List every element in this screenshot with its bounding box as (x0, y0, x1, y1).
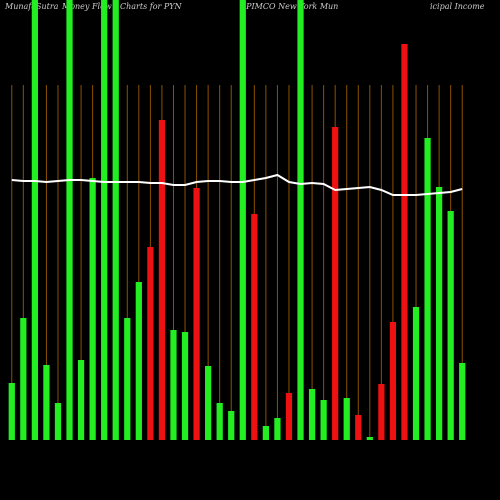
bar (412, 307, 420, 440)
chart-title: (PIMCO New York Mun (243, 2, 338, 11)
bar (447, 211, 454, 440)
bar (8, 383, 15, 440)
bar (274, 418, 281, 440)
bar (239, 0, 246, 440)
bar (54, 403, 62, 440)
bar (112, 0, 119, 440)
bar (216, 403, 223, 440)
bar (262, 426, 269, 440)
bar (285, 393, 293, 440)
chart-title: icipal Income (430, 2, 485, 11)
bar (31, 0, 38, 440)
bar (343, 398, 350, 440)
chart-title: Charts for PYN (120, 2, 183, 11)
bar (135, 282, 142, 440)
bar (332, 127, 339, 440)
bar (20, 318, 27, 440)
bar (170, 330, 177, 440)
bar (193, 188, 200, 440)
bar (101, 0, 108, 440)
bar (124, 318, 131, 440)
bar (77, 360, 85, 440)
bar (389, 322, 397, 440)
bar (366, 437, 373, 440)
bar (378, 384, 385, 440)
chart-title: Money Flow (61, 2, 112, 11)
bar (320, 400, 327, 440)
bar (251, 214, 258, 440)
bar (43, 365, 50, 440)
bar (308, 389, 316, 440)
money-flow-line (11, 173, 463, 196)
bar (297, 0, 304, 440)
bar (436, 187, 443, 440)
bar (459, 363, 466, 440)
bar (147, 247, 154, 440)
bar (66, 0, 73, 440)
bar (424, 138, 431, 440)
bar (205, 366, 212, 440)
bar (401, 44, 408, 440)
bar (355, 415, 362, 440)
bar (89, 178, 96, 440)
bar (228, 411, 235, 440)
bar (158, 120, 166, 440)
bar (181, 332, 189, 440)
chart-title: MunafaSutra (4, 2, 59, 11)
